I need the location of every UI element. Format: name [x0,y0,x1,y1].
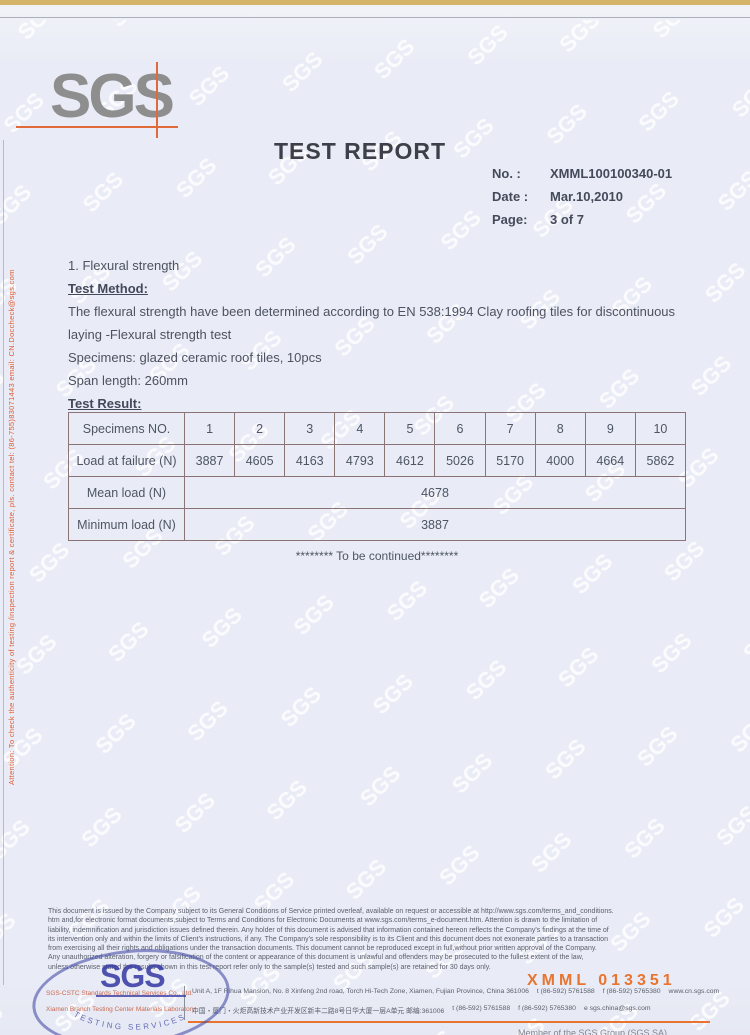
specimens-label-cell: Specimens NO. [68,412,185,445]
specimen-number-cell: 10 [634,412,687,445]
disclaimer-line: liability, indemnification and jurisdict… [48,926,609,934]
report-page-value: 3 of 7 [550,212,584,227]
report-page-row: Page: 3 of 7 [492,212,672,227]
load-value-cell: 4605 [234,444,286,477]
stamp-sgs-logo: SGS [100,958,166,994]
section-heading: 1. Flexural strength [68,258,180,273]
page-title: TEST REPORT [273,138,446,164]
table-row-minimum: Minimum load (N) 3887 [68,508,686,541]
method-line-1: The flexural strength have been determin… [68,304,676,319]
load-value-cell: 4000 [534,444,586,477]
footer-orange-underline [188,1021,710,1023]
load-value-cell: 5862 [634,444,687,477]
report-date-row: Date : Mar.10,2010 [492,189,672,204]
specimens-line: Specimens: glazed ceramic roof tiles, 10… [68,350,322,365]
load-value-cell: 4163 [284,444,336,477]
address-cn: 中国・厦门・火炬高新技术产业开发区新丰二路8号日华大厦一层A单元 邮编:3610… [192,1008,445,1015]
specimen-number-cell: 4 [334,412,386,445]
results-table: Specimens NO. 1 2 3 4 5 6 7 8 9 10 Load … [68,412,687,541]
table-row-mean: Mean load (N) 4678 [68,476,686,509]
disclaimer-line: htm and,for electronic format documents,… [48,917,598,925]
report-page-label: Page: [492,212,528,227]
specimen-number-cell: 3 [284,412,336,445]
specimen-number-cell: 7 [484,412,536,445]
load-value-cell: 5170 [484,444,536,477]
sgs-group-member-line: Member of the SGS Group (SGS SA) [518,1028,668,1035]
logo-crosshair-horizontal [16,126,178,128]
address-row-cn: 中国・厦门・火炬高新技术产业开发区新丰二路8号日华大厦一层A单元 邮编:3610… [192,1005,712,1015]
website-link[interactable]: www.cn.sgs.com [668,988,720,995]
email-link[interactable]: e sgs.china@sgs.com [583,1005,651,1012]
disclaimer-line: This document is issued by the Company s… [48,908,614,915]
mean-value-cell: 4678 [184,476,686,509]
report-date-label: Date : [492,189,529,204]
load-value-cell: 5026 [434,444,486,477]
specimen-number-cell: 1 [183,412,236,445]
load-value-cell: 4612 [384,444,436,477]
report-number-row: No. : XMML100100340-01 [492,166,672,181]
mean-label-cell: Mean load (N) [68,476,185,509]
report-date-value: Mar.10,2010 [550,189,624,204]
stamp-logo-underline [96,995,186,997]
specimen-number-cell: 5 [384,412,436,445]
report-info-block: No. : XMML100100340-01 Date : Mar.10,201… [492,166,672,235]
specimen-number-cell: 2 [234,412,286,445]
sgs-logo: SGS [50,62,175,131]
minimum-label-cell: Minimum load (N) [68,508,185,541]
specimen-number-cell: 9 [584,412,636,445]
document-code: XMML 013351 [527,972,676,989]
load-value-cell: 4664 [584,444,636,477]
minimum-value-cell: 3887 [184,508,686,541]
test-method-label: Test Method: [68,281,148,296]
load-label-cell: Load at failure (N) [68,444,185,477]
method-line-2: laying -Flexural strength test [68,327,232,342]
table-row-specimens: Specimens NO. 1 2 3 4 5 6 7 8 9 10 [68,412,687,445]
address-en: Unit A, 1F Rihua Mansion, No. 8 Xinfeng … [192,988,529,995]
phone-number: t (86-592) 5761588 [452,1005,511,1012]
report-number-label: No. : [492,166,521,181]
table-row-load: Load at failure (N) 3887 4605 4163 4793 … [68,444,687,477]
authenticity-side-note: Attention: To check the authenticity of … [7,269,16,785]
to-be-continued-note: ******** To be continued******** [295,549,459,563]
left-scan-edge-line [3,140,4,985]
disclaimer-line: its intervention only and within the lim… [48,935,608,943]
top-divider-line [0,17,750,18]
specimen-number-cell: 8 [534,412,586,445]
test-result-label: Test Result: [68,396,142,411]
load-value-cell: 4793 [334,444,386,477]
span-length-line: Span length: 260mm [68,373,188,388]
top-color-strip [0,0,750,5]
report-number-value: XMML100100340-01 [550,166,673,181]
specimen-number-cell: 6 [434,412,486,445]
load-value-cell: 3887 [183,444,236,477]
fax-number: f (86-592) 5765380 [518,1005,576,1012]
